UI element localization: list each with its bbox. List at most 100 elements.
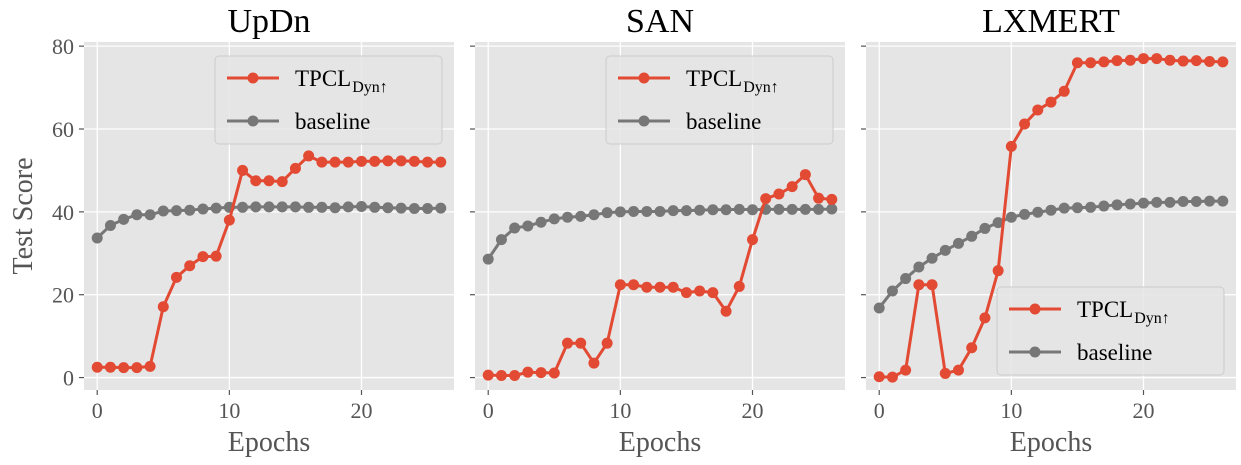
data-point	[548, 213, 560, 225]
data-point	[1204, 195, 1216, 207]
data-point	[813, 203, 825, 215]
legend: TPCLDyn↑ baseline	[605, 55, 834, 145]
data-point	[250, 201, 262, 213]
data-point	[1071, 202, 1083, 214]
data-point	[289, 162, 301, 174]
data-point	[562, 211, 573, 223]
chart-panel: 0 10 20 LXMERT Epochs TPCLDyn↑ baseline	[861, 3, 1236, 458]
data-point	[210, 202, 222, 214]
x-tick-label: 10	[1000, 398, 1022, 423]
data-point	[773, 188, 785, 200]
data-point	[210, 250, 222, 262]
data-point	[992, 217, 1004, 229]
data-point	[522, 220, 534, 232]
chart-panel: 0 20 40 60 80 0 10 20 UpDn Epochs Test Score TPCLDy…	[8, 3, 454, 458]
data-point	[157, 301, 169, 313]
x-tick-label: 20	[1133, 398, 1155, 423]
data-point	[197, 203, 209, 215]
x-tick-label: 0	[483, 398, 494, 423]
data-point	[131, 362, 143, 374]
y-tick-label: 0	[63, 366, 74, 391]
data-point	[813, 192, 825, 204]
data-point	[1019, 208, 1031, 220]
legend-label: TPCLDyn↑	[295, 66, 388, 96]
data-point	[435, 156, 447, 168]
x-axis-label: Epochs	[619, 427, 701, 458]
data-point	[482, 253, 494, 265]
data-point	[1138, 53, 1149, 65]
data-point	[303, 201, 315, 213]
legend-marker	[1029, 303, 1041, 315]
data-point	[1190, 196, 1202, 207]
data-point	[979, 312, 991, 324]
data-point	[926, 252, 938, 264]
x-tick-label: 20	[351, 398, 373, 423]
data-point	[131, 209, 143, 221]
data-point	[913, 279, 925, 291]
legend-label-main: TPCL	[686, 66, 742, 91]
data-point	[641, 205, 653, 217]
data-point	[104, 220, 116, 232]
data-point	[157, 205, 169, 217]
data-point	[548, 367, 560, 379]
data-point	[509, 370, 521, 381]
y-tick-label: 60	[52, 117, 74, 142]
x-tick-label: 20	[742, 398, 764, 423]
data-point	[939, 367, 951, 379]
data-point	[979, 222, 991, 234]
legend-label-main: TPCL	[295, 66, 351, 91]
data-point	[369, 201, 381, 213]
data-point	[562, 337, 573, 349]
chart-title: LXMERT	[982, 3, 1120, 40]
y-tick-label: 20	[52, 283, 74, 308]
data-point	[1164, 54, 1176, 66]
y-axis-label: Test Score	[8, 157, 39, 274]
data-point	[316, 201, 328, 213]
data-point	[509, 222, 521, 234]
data-point	[826, 193, 838, 205]
data-point	[422, 203, 434, 215]
data-point	[1071, 57, 1083, 69]
legend-marker	[247, 115, 259, 127]
legend-label-subscript: Dyn↑	[1134, 310, 1170, 327]
data-point	[694, 285, 706, 297]
data-point	[628, 205, 640, 217]
data-point	[1032, 104, 1044, 116]
data-point	[1164, 196, 1176, 208]
legend-marker	[1029, 346, 1041, 358]
data-point	[408, 203, 420, 215]
data-point	[747, 204, 758, 216]
data-point	[1204, 55, 1216, 67]
data-point	[1190, 55, 1202, 67]
data-point	[223, 214, 235, 226]
data-point	[482, 369, 494, 381]
data-point	[435, 202, 447, 214]
data-point	[1151, 53, 1163, 65]
data-point	[873, 371, 885, 383]
legend-label-main: baseline	[686, 109, 761, 134]
data-point	[575, 337, 587, 349]
x-tick-label: 10	[218, 398, 240, 423]
data-point	[1032, 206, 1044, 218]
data-point	[720, 305, 732, 317]
data-point	[495, 234, 507, 246]
data-point	[628, 279, 640, 291]
data-point	[395, 155, 407, 167]
data-point	[408, 155, 420, 167]
data-point	[263, 175, 275, 187]
data-point	[329, 202, 341, 214]
data-point	[601, 207, 613, 219]
data-point	[171, 205, 182, 217]
data-point	[966, 342, 978, 354]
chart-panel: 0 10 20 SAN Epochs TPCLDyn↑ baseline	[470, 3, 845, 458]
legend-label-main: baseline	[1077, 340, 1152, 365]
data-point	[614, 279, 626, 291]
data-point	[1005, 140, 1017, 152]
data-point	[395, 202, 407, 214]
legend-label: TPCLDyn↑	[686, 66, 779, 96]
data-point	[276, 176, 288, 188]
data-point	[786, 203, 798, 215]
data-point	[382, 155, 394, 167]
data-point	[873, 302, 885, 314]
data-point	[329, 156, 341, 168]
